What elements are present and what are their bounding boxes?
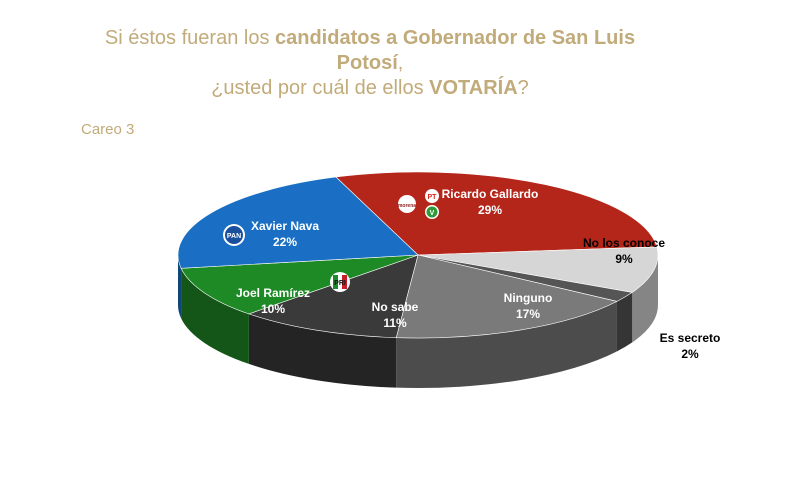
slice-value: 29% (478, 203, 502, 217)
pie-slice-3 (395, 254, 618, 339)
slice-label: Ninguno (504, 291, 553, 305)
pie-labels: Ricardo Gallardo 29% No los conoce 9% Es sec… (236, 187, 720, 361)
slice-value: 9% (615, 252, 633, 266)
slice-label: No los conoce (583, 236, 665, 250)
pie-side-3 (396, 301, 617, 388)
pie-side-5 (181, 268, 249, 364)
verde-logo: V (425, 205, 439, 219)
slice-label: No sabe (372, 300, 419, 314)
slice-label: Xavier Nava (251, 219, 319, 233)
svg-text:V: V (430, 210, 435, 217)
pie-side-6 (178, 255, 182, 319)
pie-slice-0 (335, 171, 658, 256)
svg-text:PT: PT (428, 194, 438, 201)
pie-slice-6 (177, 176, 419, 269)
pie-slice-1 (417, 246, 659, 293)
slice-value: 17% (516, 307, 540, 321)
pie-slice-5 (180, 254, 419, 315)
slice-value: 11% (383, 316, 407, 330)
title-text: ¿usted por cuál de ellos (211, 77, 430, 99)
title-text: ? (517, 77, 529, 99)
slice-value: 10% (261, 302, 285, 316)
title-line-2: ¿usted por cuál de ellos VOTARÍA? (90, 76, 650, 101)
chart-title: Si éstos fueran los candidatos a Goberna… (90, 26, 650, 101)
slice-value: 22% (273, 235, 297, 249)
title-bold-text: candidatos a Gobernador de San Luis Poto… (275, 27, 636, 74)
pan-logo: PAN (223, 224, 245, 246)
careo-label: Careo 3 (81, 121, 135, 138)
morena-logo: morena (398, 195, 416, 213)
title-text: , (397, 52, 404, 74)
pie-side-1 (632, 255, 658, 343)
title-text: Si éstos fueran los (104, 27, 275, 49)
slice-label: Es secreto (660, 331, 721, 345)
pie-slice-4 (247, 254, 419, 338)
svg-text:PRI: PRI (334, 280, 346, 287)
pri-logo: PRI (330, 272, 350, 292)
slice-value: 2% (681, 347, 699, 361)
svg-text:PAN: PAN (227, 233, 241, 240)
title-bold-text: VOTARÍA (429, 77, 518, 99)
slice-label: Joel Ramírez (236, 286, 310, 300)
svg-text:morena: morena (398, 203, 416, 209)
pt-logo: PT (425, 189, 439, 203)
pie-sides (178, 255, 658, 388)
slice-label: Ricardo Gallardo (442, 187, 539, 201)
pie-side-2 (616, 292, 633, 352)
pie-side-4 (248, 313, 397, 388)
title-line-1: Si éstos fueran los candidatos a Goberna… (90, 26, 650, 76)
pie-tops (177, 171, 659, 339)
party-logos: morena PT V PAN PRI (223, 189, 439, 292)
